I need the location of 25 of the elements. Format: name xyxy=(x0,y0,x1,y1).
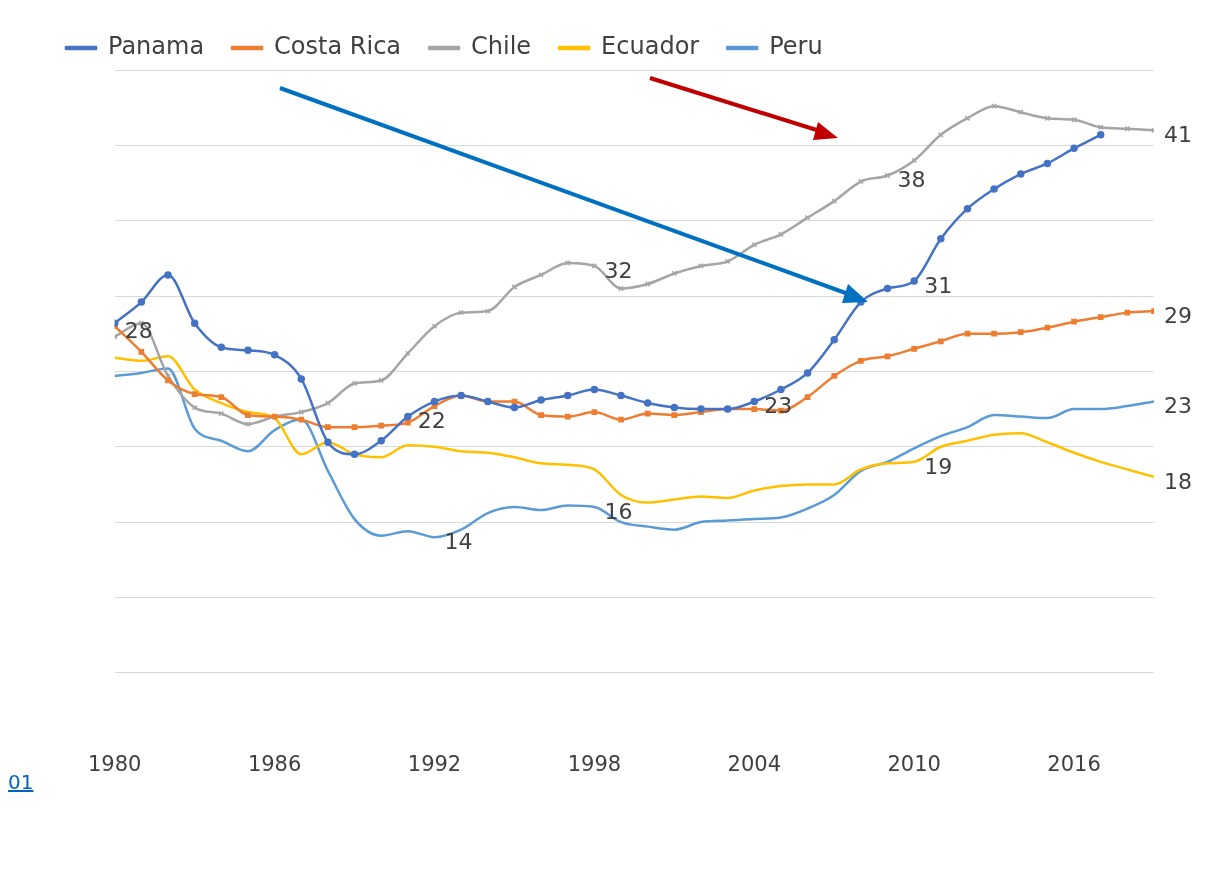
x-tick-label: 2004 xyxy=(727,751,781,776)
legend-label: Peru xyxy=(769,32,823,61)
data-label: 29 xyxy=(1164,302,1192,328)
legend-label: Costa Rica xyxy=(274,32,402,61)
legend-label: Panama xyxy=(108,32,205,61)
x-tick-label: 1998 xyxy=(567,751,622,776)
data-label: 23 xyxy=(1164,393,1192,419)
data-label: 22 xyxy=(417,408,446,434)
x-tick-label: 1980 xyxy=(88,751,142,776)
data-label: 28 xyxy=(124,317,153,343)
data-label: 16 xyxy=(604,498,633,524)
data-label: 41 xyxy=(1164,122,1192,147)
legend-label: Chile xyxy=(471,32,532,61)
x-tick-label: 1992 xyxy=(407,751,462,776)
data-label: 19 xyxy=(924,453,953,479)
text: 01 xyxy=(8,770,34,794)
x-tick-label: 2016 xyxy=(1047,751,1101,776)
data-label: 14 xyxy=(444,528,473,554)
data-label: 32 xyxy=(604,257,633,283)
data-label: 38 xyxy=(897,167,926,193)
legend-label: Ecuador xyxy=(601,32,700,61)
x-tick-label: 1986 xyxy=(247,751,302,776)
data-label: 31 xyxy=(924,272,953,298)
x-tick-label: 2010 xyxy=(887,751,941,776)
data-label: 18 xyxy=(1164,468,1192,494)
